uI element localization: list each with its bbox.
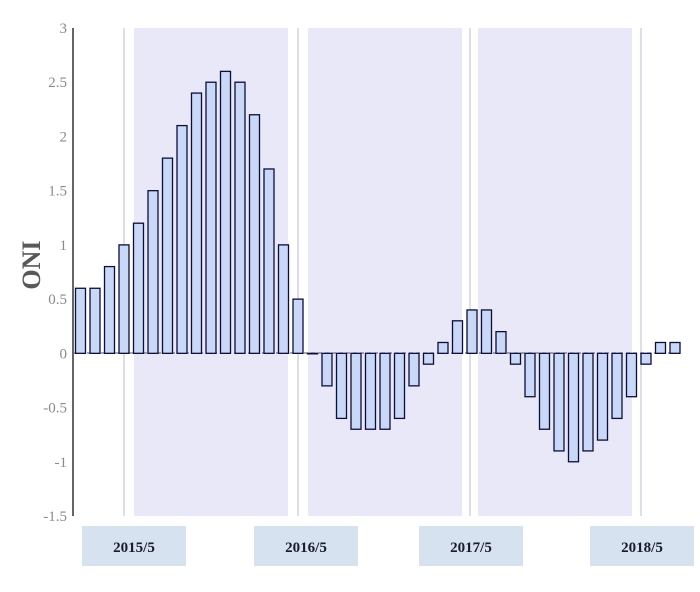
y-tick-label: -1: [55, 455, 68, 471]
x-tick-labels: 2015/5 2016/5 2017/5 2018/5: [82, 526, 694, 566]
bar: [582, 352, 594, 452]
x-tick-label: 2016/5: [285, 540, 327, 556]
bar: [176, 124, 188, 354]
bar: [321, 352, 333, 387]
bar: [161, 157, 174, 354]
x-tick-label: 2015/5: [113, 540, 155, 556]
bar: [379, 352, 391, 430]
bar: [553, 352, 565, 452]
bar: [408, 352, 420, 387]
y-tick-labels: 3 2.5 2 1.5 1 0.5 0 -0.5 -1 -1.5: [43, 21, 67, 525]
bar: [263, 168, 275, 354]
y-tick-label: -1.5: [43, 509, 67, 525]
y-tick-label: 3: [60, 21, 68, 37]
bar: [625, 352, 638, 398]
bar: [466, 309, 478, 354]
bar: [205, 81, 217, 354]
bar: [306, 352, 319, 355]
bar: [132, 222, 145, 354]
bar: [596, 352, 609, 441]
x-tick-box: [82, 526, 186, 566]
y-tick-label: 0: [60, 346, 68, 362]
y-tick-label: -0.5: [43, 401, 67, 417]
y-tick-label: 2.5: [48, 75, 67, 91]
bar: [495, 330, 507, 354]
y-axis-label: ONI: [17, 240, 46, 289]
x-tick-label: 2017/5: [450, 540, 492, 556]
bar: [335, 352, 348, 420]
bar: [364, 352, 377, 430]
y-tick-label: 2: [60, 129, 68, 145]
bar: [611, 352, 623, 420]
y-tick-label: 1.5: [48, 184, 67, 200]
bar: [219, 70, 232, 354]
bar: [524, 352, 536, 398]
bar: [393, 352, 406, 420]
bar: [422, 352, 435, 365]
y-tick-label: 1: [60, 238, 68, 254]
bar: [538, 352, 551, 430]
bar: [277, 244, 290, 354]
x-tick-box: [254, 526, 358, 566]
bar: [103, 265, 116, 354]
bar: [509, 352, 522, 365]
bar: [654, 341, 667, 354]
x-tick-box: [419, 526, 523, 566]
bar: [451, 320, 464, 354]
x-tick-box: [590, 526, 694, 566]
x-tick-label: 2018/5: [621, 540, 663, 556]
bar: [640, 352, 652, 365]
y-tick-label: 0.5: [48, 292, 67, 308]
bar: [437, 341, 449, 354]
shaded-period-2: [308, 28, 462, 516]
bar: [118, 244, 130, 354]
bar: [89, 287, 101, 354]
bar: [350, 352, 362, 430]
bar: [147, 190, 159, 354]
bar: [190, 92, 203, 354]
separator-lines: [123, 28, 642, 516]
bar: [669, 341, 681, 354]
bar: [234, 81, 246, 354]
bar: [567, 352, 580, 463]
bars-group: [74, 70, 681, 463]
bar: [248, 114, 261, 354]
bar: [480, 309, 493, 354]
bar: [292, 298, 304, 354]
bar: [74, 287, 87, 354]
